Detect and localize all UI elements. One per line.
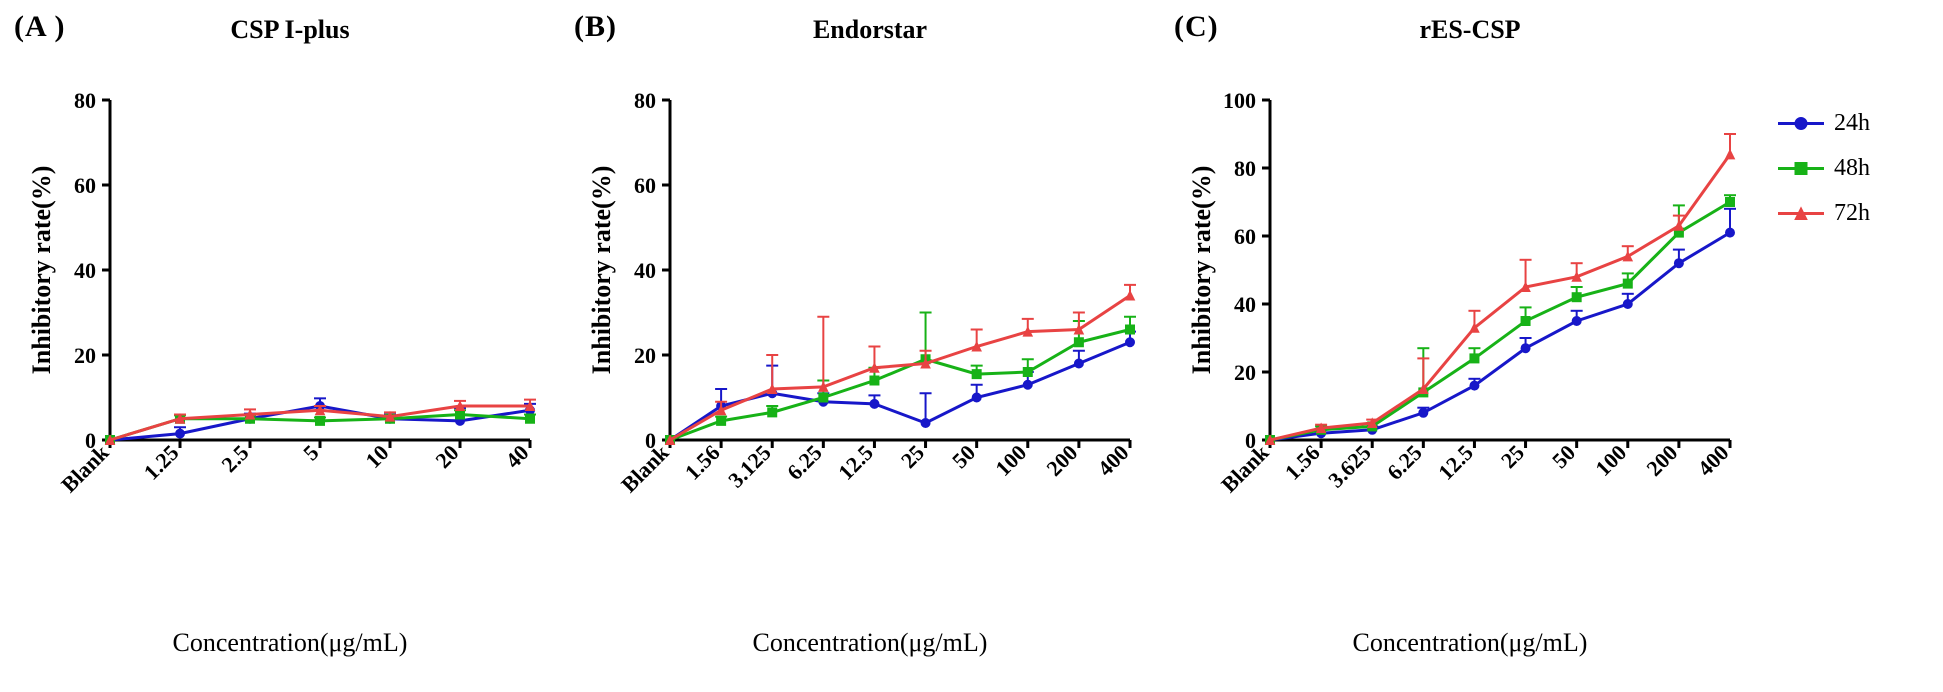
- panel-c-tag: (C): [1174, 10, 1219, 44]
- panel-b-header: (B) Endorstar: [570, 10, 1170, 50]
- panel-b-chart: 020406080Blank1.563.1256.2512.5255010020…: [570, 50, 1170, 610]
- svg-text:20: 20: [74, 343, 96, 368]
- svg-text:40: 40: [634, 258, 656, 283]
- legend-item-48h: 48h: [1778, 155, 1870, 182]
- svg-text:3.625: 3.625: [1323, 440, 1376, 493]
- svg-text:12.5: 12.5: [833, 440, 878, 485]
- panel-c-chart: 020406080100Blank1.563.6256.2512.5255010…: [1170, 50, 1770, 610]
- panel-b: (B) Endorstar 020406080Blank1.563.1256.2…: [570, 10, 1170, 658]
- svg-text:6.25: 6.25: [782, 440, 827, 485]
- legend-item-24h: 24h: [1778, 110, 1870, 137]
- svg-text:400: 400: [1693, 440, 1734, 481]
- panel-b-tag: (B): [574, 10, 617, 44]
- svg-text:100: 100: [990, 440, 1031, 481]
- panel-a-xlabel: Concentration(μg/mL): [173, 628, 408, 658]
- panel-b-title: Endorstar: [813, 15, 927, 45]
- legend-swatch: [1778, 122, 1824, 125]
- svg-text:200: 200: [1041, 440, 1082, 481]
- svg-text:80: 80: [1234, 156, 1256, 181]
- svg-text:80: 80: [634, 88, 656, 113]
- svg-text:40: 40: [1234, 292, 1256, 317]
- svg-text:200: 200: [1641, 440, 1682, 481]
- legend: 24h 48h 72h: [1778, 110, 1870, 227]
- svg-text:40: 40: [74, 258, 96, 283]
- legend-label: 24h: [1834, 110, 1870, 137]
- svg-text:20: 20: [1234, 360, 1256, 385]
- panel-a-chart: 020406080Blank1.252.55102040Inhibitory r…: [10, 50, 570, 610]
- legend-swatch: [1778, 212, 1824, 215]
- panel-a: (A ) CSP I-plus 020406080Blank1.252.5510…: [10, 10, 570, 658]
- svg-text:12.5: 12.5: [1433, 440, 1478, 485]
- legend-item-72h: 72h: [1778, 200, 1870, 227]
- svg-text:60: 60: [74, 173, 96, 198]
- svg-text:2.5: 2.5: [216, 440, 253, 477]
- panel-c-header: (C) rES-CSP: [1170, 10, 1770, 50]
- svg-text:Inhibitory rate(%): Inhibitory rate(%): [1187, 166, 1216, 375]
- legend-label: 72h: [1834, 200, 1870, 227]
- svg-text:Inhibitory rate(%): Inhibitory rate(%): [587, 166, 616, 375]
- svg-text:1.56: 1.56: [680, 440, 725, 485]
- svg-text:400: 400: [1093, 440, 1134, 481]
- svg-text:3.125: 3.125: [723, 440, 776, 493]
- figure-root: (A ) CSP I-plus 020406080Blank1.252.5510…: [0, 0, 1943, 692]
- svg-text:1.56: 1.56: [1280, 440, 1325, 485]
- legend-label: 48h: [1834, 155, 1870, 182]
- legend-swatch: [1778, 167, 1824, 170]
- svg-text:6.25: 6.25: [1382, 440, 1427, 485]
- svg-text:1.25: 1.25: [139, 440, 184, 485]
- svg-text:Inhibitory rate(%): Inhibitory rate(%): [27, 166, 56, 375]
- svg-text:100: 100: [1590, 440, 1631, 481]
- panel-a-title: CSP I-plus: [230, 15, 349, 45]
- svg-text:100: 100: [1223, 88, 1256, 113]
- svg-text:60: 60: [634, 173, 656, 198]
- panel-c: (C) rES-CSP 020406080100Blank1.563.6256.…: [1170, 10, 1770, 658]
- svg-text:20: 20: [634, 343, 656, 368]
- svg-text:80: 80: [74, 88, 96, 113]
- panel-c-xlabel: Concentration(μg/mL): [1353, 628, 1588, 658]
- panel-c-title: rES-CSP: [1419, 15, 1520, 45]
- panel-a-tag: (A ): [14, 10, 66, 44]
- svg-text:60: 60: [1234, 224, 1256, 249]
- panel-b-xlabel: Concentration(μg/mL): [753, 628, 988, 658]
- panel-a-header: (A ) CSP I-plus: [10, 10, 570, 50]
